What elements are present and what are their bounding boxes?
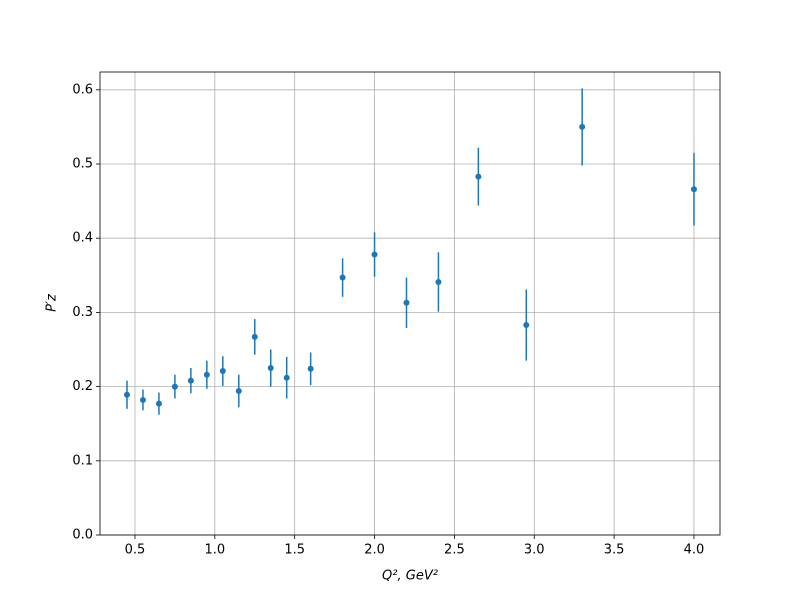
x-tick-label: 4.0 <box>684 543 705 558</box>
x-tick-label: 3.5 <box>604 543 625 558</box>
data-point <box>203 371 210 378</box>
x-tick-label: 0.5 <box>125 543 146 558</box>
x-tick-label: 1.0 <box>204 543 225 558</box>
data-point <box>267 365 274 372</box>
y-tick-label: 0.1 <box>72 453 93 468</box>
y-tick-label: 0.6 <box>72 82 93 97</box>
y-tick-label: 0.5 <box>72 157 93 172</box>
x-tick-label: 2.5 <box>444 543 465 558</box>
data-point <box>435 278 442 285</box>
data-point <box>219 368 226 375</box>
data-point <box>251 333 258 340</box>
x-tick-label: 3.0 <box>524 543 545 558</box>
data-point <box>235 388 242 395</box>
plot-frame <box>99 71 721 536</box>
data-point <box>307 365 314 372</box>
data-point <box>123 391 130 398</box>
x-tick-label: 2.0 <box>364 543 385 558</box>
y-tick-label: 0.4 <box>72 231 93 246</box>
data-point <box>283 374 290 381</box>
data-point <box>155 400 162 407</box>
data-point <box>403 299 410 306</box>
data-point <box>579 123 586 130</box>
y-tick-label: 0.2 <box>72 379 93 394</box>
y-tick-label: 0.3 <box>72 305 93 320</box>
x-axis-label: Q², GeV² <box>382 569 438 584</box>
y-tick-label: 0.0 <box>72 528 93 543</box>
data-point <box>371 251 378 258</box>
data-point <box>187 377 194 384</box>
data-point <box>139 396 146 403</box>
data-point <box>475 173 482 180</box>
data-point <box>690 186 697 193</box>
data-point <box>171 383 178 390</box>
data-point <box>523 322 530 329</box>
x-tick-label: 1.5 <box>284 543 305 558</box>
data-point <box>339 274 346 281</box>
y-axis-label: P′z <box>45 293 60 312</box>
